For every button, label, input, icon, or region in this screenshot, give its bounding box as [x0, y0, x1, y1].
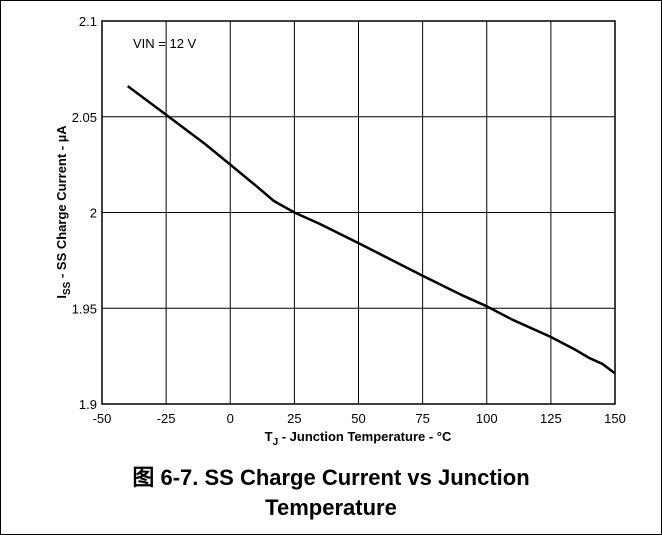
gridlines [101, 20, 616, 405]
chart: -50 -25 0 25 50 75 100 125 150 1.9 1.95 2 2.05 2.1 V… [54, 14, 626, 448]
y-tick-label: 2.05 [72, 110, 97, 125]
y-axis-label-sub: SS [62, 281, 73, 295]
y-axis-label-main: I [54, 295, 69, 299]
x-tick-label: -25 [157, 411, 176, 426]
x-tick-label: 25 [287, 411, 301, 426]
x-tick-label: -50 [93, 411, 112, 426]
series-line [126, 85, 616, 375]
x-tick-label: 75 [415, 411, 429, 426]
x-tick-label: 0 [227, 411, 234, 426]
annotation: VIN = 12 V [133, 36, 197, 51]
y-axis-label: ISS - SS Charge Current - µA [54, 125, 73, 299]
y-tick-label: 1.95 [72, 301, 97, 316]
x-tick-label: 125 [540, 411, 562, 426]
y-axis-label-rest: - SS Charge Current - µA [54, 125, 69, 282]
x-tick-label: 150 [604, 411, 626, 426]
x-tick-label: 50 [351, 411, 365, 426]
x-axis-label-main: T [265, 429, 273, 444]
y-tick-labels: 1.9 1.95 2 2.05 2.1 [72, 14, 97, 412]
figure-caption-line1: 图 6-7. SS Charge Current vs Junction [132, 465, 530, 490]
x-tick-labels: -50 -25 0 25 50 75 100 125 150 [93, 411, 626, 426]
y-tick-label: 2.1 [79, 14, 97, 29]
x-axis-label-sub: J [273, 437, 279, 448]
y-tick-label: 2 [90, 206, 97, 221]
x-tick-label: 100 [476, 411, 498, 426]
figure-caption-line2: Temperature [265, 495, 397, 520]
x-axis-label-rest: - Junction Temperature - °C [278, 429, 452, 444]
x-axis-label: TJ - Junction Temperature - °C [265, 429, 452, 448]
y-tick-label: 1.9 [79, 397, 97, 412]
plot-area [101, 20, 616, 405]
